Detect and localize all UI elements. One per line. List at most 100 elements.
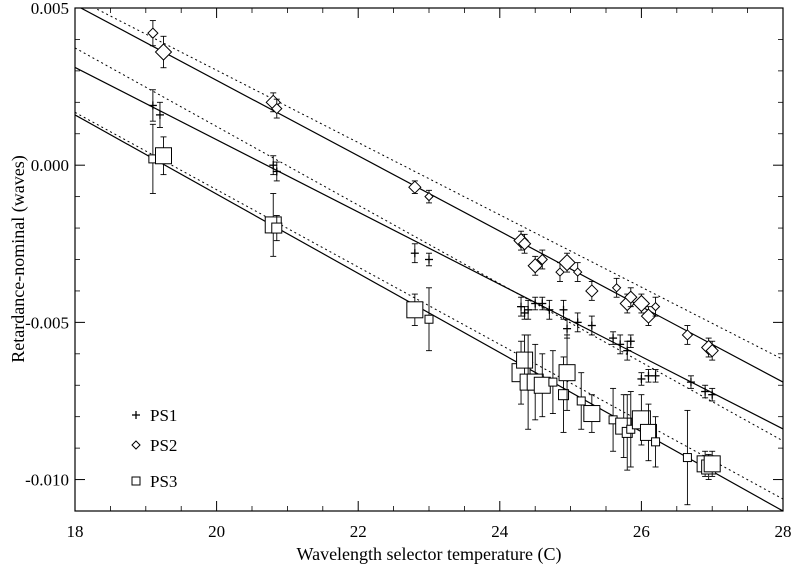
point-ps1-8 xyxy=(524,299,533,320)
marker-ps1-13 xyxy=(563,324,572,333)
point-ps3-10 xyxy=(533,353,551,418)
marker-ps2-7 xyxy=(517,237,532,251)
y-tick-label-2: 0.000 xyxy=(31,156,69,175)
legend-marker-shape-ps1 xyxy=(132,411,140,419)
point-ps2-16 xyxy=(624,287,638,308)
reference-line-ps1 xyxy=(75,47,783,442)
marker-ps3-5 xyxy=(424,314,434,324)
point-ps1-15 xyxy=(587,315,596,336)
point-ps3-6 xyxy=(511,340,531,405)
point-ps1-20 xyxy=(637,372,646,386)
point-ps2-8 xyxy=(527,255,543,276)
point-ps1-25 xyxy=(708,387,717,402)
marker-ps1-19 xyxy=(626,337,635,346)
point-ps1-5 xyxy=(425,252,433,267)
marker-ps1-9 xyxy=(531,299,540,308)
marker-ps1-22 xyxy=(651,371,660,380)
legend-marker-ps3 xyxy=(131,476,141,486)
marker-ps1-12 xyxy=(559,305,568,314)
marker-ps1-18 xyxy=(623,346,632,355)
point-ps3-13 xyxy=(558,334,576,411)
point-ps1-1 xyxy=(155,101,164,128)
point-ps1-0 xyxy=(148,89,157,122)
point-ps1-22 xyxy=(651,369,660,383)
marker-ps3-1 xyxy=(155,147,172,165)
point-ps1-9 xyxy=(531,296,540,311)
marker-ps2-9 xyxy=(536,253,548,266)
marker-ps3-14 xyxy=(576,396,586,406)
point-ps1-24 xyxy=(701,384,710,399)
marker-ps3-21 xyxy=(639,423,657,441)
legend-label-ps1: PS1 xyxy=(150,406,177,425)
marker-ps2-18 xyxy=(640,308,657,324)
point-ps1-14 xyxy=(573,312,582,333)
point-ps2-5 xyxy=(424,189,434,204)
marker-ps1-1 xyxy=(155,110,164,119)
legend-label-ps3: PS3 xyxy=(150,472,177,491)
marker-ps2-17 xyxy=(632,294,651,313)
point-ps2-1 xyxy=(154,35,173,69)
marker-ps2-19 xyxy=(650,301,661,312)
point-ps2-7 xyxy=(517,233,532,254)
point-ps1-3 xyxy=(272,161,281,182)
fit-line-ps1 xyxy=(75,66,783,430)
marker-ps3-7 xyxy=(516,351,534,369)
y-tick-label-1: -0.005 xyxy=(25,313,69,332)
point-ps2-22 xyxy=(705,340,719,361)
y-axis-title: Retardance-nominal (waves) xyxy=(8,155,29,362)
point-ps2-14 xyxy=(611,277,622,298)
point-ps2-19 xyxy=(650,296,661,317)
x-axis-title: Wavelength selector temperature (C) xyxy=(297,544,562,565)
point-ps3-15 xyxy=(583,394,601,433)
marker-ps3-22 xyxy=(651,437,661,447)
marker-ps3-26 xyxy=(703,455,721,473)
marker-ps1-21 xyxy=(644,371,653,380)
marker-ps2-12 xyxy=(572,267,583,277)
legend-marker-ps1 xyxy=(132,411,140,419)
legend-marker-shape-ps2 xyxy=(131,440,141,450)
point-ps2-20 xyxy=(681,325,694,345)
point-ps3-26 xyxy=(703,450,721,477)
marker-ps2-20 xyxy=(681,329,694,341)
marker-ps1-2 xyxy=(269,161,278,170)
point-ps1-23 xyxy=(686,375,695,389)
legend: PS1 PS2 PS3 xyxy=(131,406,177,491)
point-ps2-0 xyxy=(147,20,159,47)
marker-ps3-11 xyxy=(548,377,558,387)
marker-ps3-15 xyxy=(583,405,601,423)
legend-label-ps2: PS2 xyxy=(150,436,177,455)
marker-ps1-3 xyxy=(272,167,281,176)
point-ps2-17 xyxy=(632,293,651,314)
marker-ps2-11 xyxy=(558,253,576,272)
y-tick-label-0: -0.010 xyxy=(25,471,69,490)
point-ps3-14 xyxy=(576,372,586,430)
marker-ps2-1 xyxy=(154,43,173,61)
point-ps2-12 xyxy=(572,262,583,282)
marker-ps2-22 xyxy=(705,343,719,358)
marker-ps2-13 xyxy=(585,284,599,298)
point-ps2-10 xyxy=(555,262,565,282)
point-ps1-12 xyxy=(559,299,568,320)
point-ps2-3 xyxy=(271,98,283,119)
point-ps2-4 xyxy=(408,180,422,194)
x-tick-label-3: 24 xyxy=(491,522,509,541)
point-ps1-7 xyxy=(520,306,529,320)
x-tick-label-4: 26 xyxy=(633,522,650,541)
x-tick-label-1: 20 xyxy=(208,522,225,541)
marker-ps3-4 xyxy=(406,301,424,319)
y-tick-label-3: 0.005 xyxy=(31,0,69,18)
point-ps1-10 xyxy=(538,296,547,311)
axes: 18 20 22 24 26 28 -0.010 -0.005 0.000 0.005 xyxy=(25,0,791,541)
marker-ps1-5 xyxy=(425,255,433,264)
marker-ps3-23 xyxy=(682,453,692,463)
point-ps1-21 xyxy=(644,369,653,383)
point-ps3-5 xyxy=(424,287,434,352)
point-ps1-11 xyxy=(545,299,554,320)
point-ps3-4 xyxy=(406,293,424,326)
marker-ps2-5 xyxy=(424,191,434,202)
marker-ps3-12 xyxy=(558,389,570,401)
point-ps3-23 xyxy=(682,409,692,506)
x-tick-label-5: 28 xyxy=(775,522,792,541)
point-ps2-9 xyxy=(536,249,548,270)
